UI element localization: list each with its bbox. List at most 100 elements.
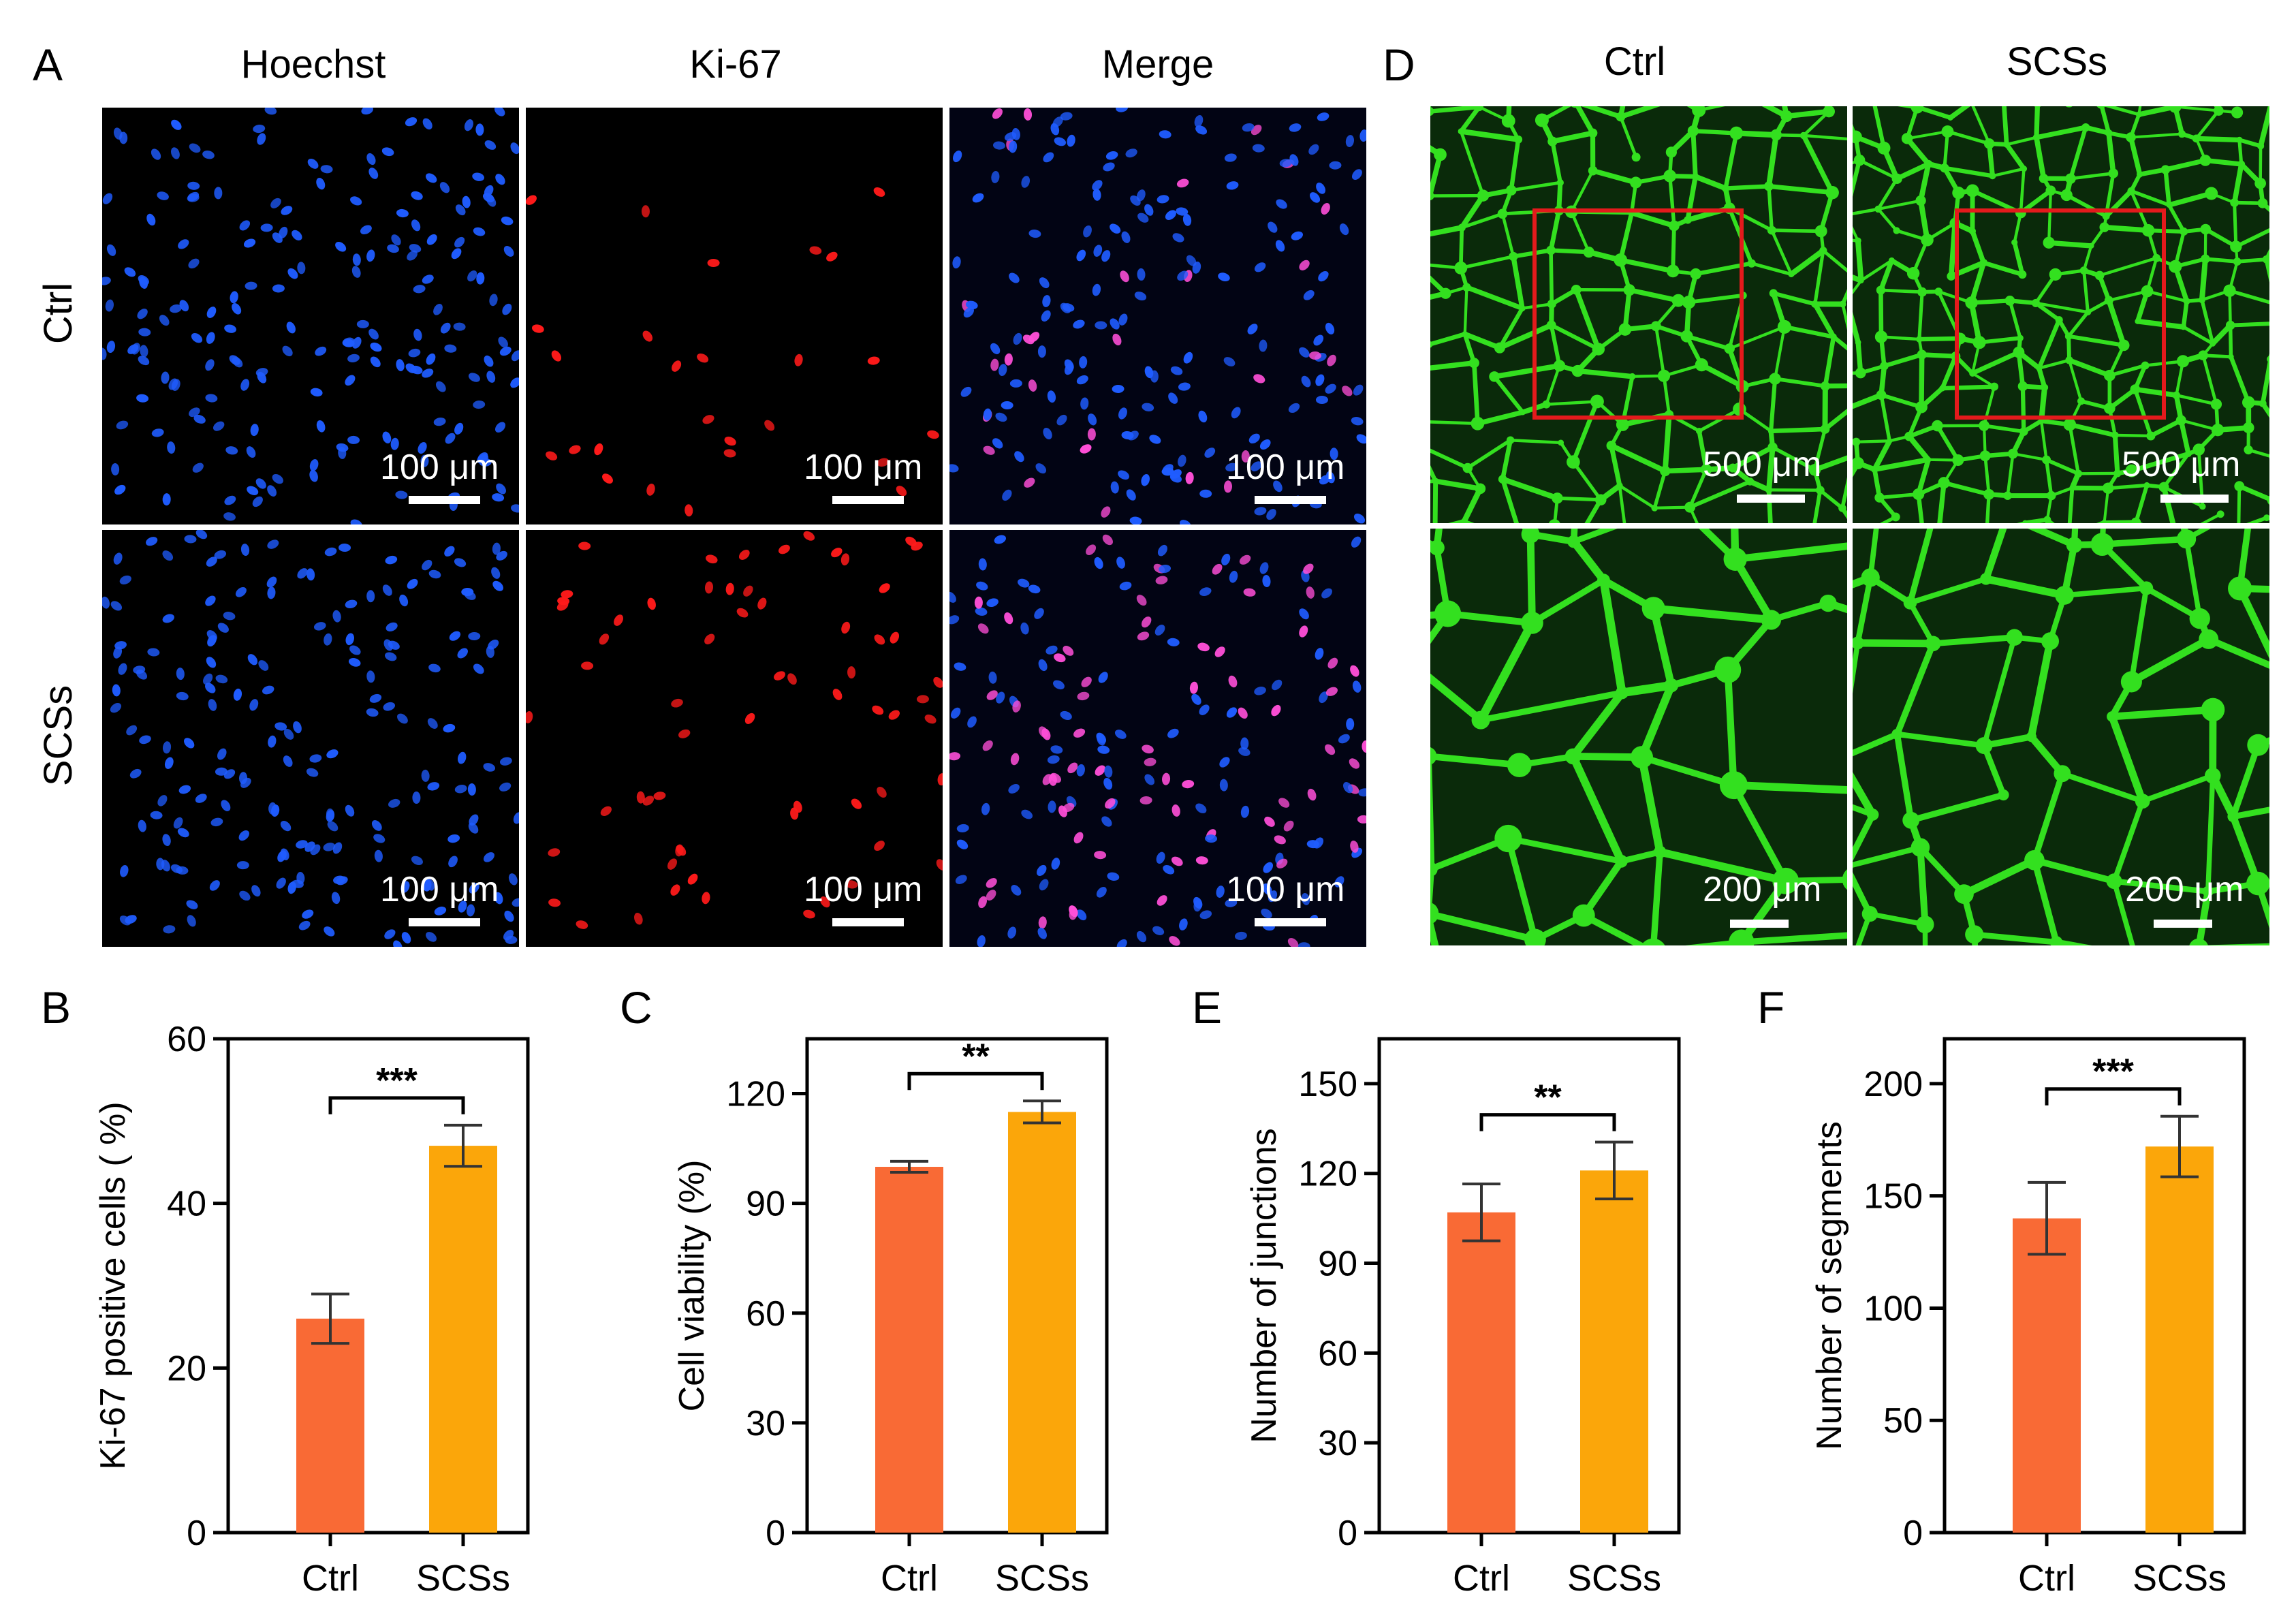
micrograph-image — [949, 108, 1366, 524]
chart-f: F 0 50 100 150 200 Number of segments Ctrl SCSs *… — [1757, 982, 2246, 1599]
plot-frame — [226, 1037, 530, 1535]
x-tick-label: SCSs — [416, 1558, 510, 1599]
bar-scss — [1008, 1112, 1076, 1533]
scale-bar — [409, 496, 480, 504]
scale-bar — [1255, 496, 1326, 504]
y-tick-label: 100 — [1863, 1289, 1923, 1328]
panel-letter-d: D — [1383, 40, 1415, 90]
micrograph-ki67-ctrl — [526, 108, 943, 524]
chart-b: B 0 20 40 60 Ki-67 positive cells ( %) Ctrl SCS… — [41, 982, 530, 1599]
significance-label: *** — [376, 1061, 418, 1101]
micrograph-image — [949, 530, 1366, 947]
micrograph-merge-ctrl — [949, 108, 1366, 524]
panel-letter-c: C — [620, 982, 652, 1033]
significance-bracket — [907, 1071, 1044, 1091]
micrograph-image — [526, 530, 943, 947]
y-axis-label: Ki-67 positive cells ( %) — [93, 1101, 133, 1469]
row-head-scss: SCSs — [36, 685, 80, 787]
micrograph-image — [526, 108, 943, 524]
y-tick-label: 120 — [726, 1075, 785, 1114]
col-head-ki67: Ki-67 — [689, 42, 782, 87]
bar-ctrl — [296, 1318, 364, 1533]
y-tick-label: 200 — [1863, 1065, 1923, 1104]
bar-ctrl — [1447, 1212, 1515, 1533]
scale-label: 100 μm — [380, 448, 499, 487]
y-tick-label: 0 — [1903, 1514, 1923, 1553]
y-tick-label: 0 — [1338, 1514, 1357, 1553]
zoom-region-box — [1532, 208, 1744, 420]
plot-frame — [805, 1037, 1109, 1535]
scale-label: 200 μm — [1703, 870, 1822, 909]
tube-formation-scss-overview — [1853, 106, 2269, 523]
micrograph-hoechst-scss — [102, 530, 519, 947]
micrograph-image — [1430, 529, 1847, 945]
scale-bar — [409, 918, 480, 926]
scale-label: 500 μm — [2122, 445, 2241, 484]
x-tick-label: SCSs — [1567, 1558, 1661, 1599]
micrograph-image — [1853, 529, 2269, 945]
y-tick-label: 120 — [1298, 1155, 1357, 1194]
x-tick-label: Ctrl — [1453, 1558, 1510, 1599]
significance-bracket — [328, 1096, 465, 1114]
scale-label: 100 μm — [804, 870, 923, 909]
scale-bar — [2160, 495, 2229, 503]
tube-formation-ctrl-overview — [1430, 106, 1847, 523]
y-tick-label: 60 — [746, 1294, 785, 1334]
col-head-merge: Merge — [1101, 42, 1214, 87]
bar-scss — [2145, 1146, 2214, 1533]
panel-letter-b: B — [41, 982, 71, 1033]
y-tick-label: 0 — [766, 1514, 785, 1553]
micrograph-image — [102, 530, 519, 947]
y-axis-label: Number of segments — [1810, 1121, 1849, 1450]
chart-c: C 0 30 60 90 120 Cell viability (%) Ctrl SCSs ** — [620, 982, 1109, 1599]
scale-label: 100 μm — [1226, 870, 1345, 909]
scale-bar — [1737, 495, 1805, 503]
micrograph-merge-scss — [949, 530, 1366, 947]
x-tick-label: Ctrl — [881, 1558, 938, 1599]
bar-ctrl — [875, 1166, 943, 1533]
x-tick-label: SCSs — [2133, 1558, 2227, 1599]
micrograph-hoechst-ctrl — [102, 108, 519, 524]
y-tick-label: 90 — [1318, 1244, 1357, 1284]
y-tick-label: 20 — [167, 1349, 206, 1388]
micrograph-image — [102, 108, 519, 524]
tube-formation-scss-zoom — [1853, 529, 2269, 945]
tube-formation-ctrl-zoom — [1430, 529, 1847, 945]
scale-label: 500 μm — [1703, 445, 1822, 484]
significance-bracket — [1479, 1113, 1616, 1131]
scale-bar — [832, 496, 904, 504]
x-tick-label: SCSs — [995, 1558, 1089, 1599]
x-tick-label: Ctrl — [2018, 1558, 2075, 1599]
scale-label: 100 μm — [1226, 448, 1345, 487]
significance-label: ** — [1534, 1078, 1562, 1118]
y-axis-label: Number of junctions — [1244, 1128, 1284, 1443]
scale-label: 200 μm — [2125, 870, 2244, 909]
scale-bar — [1255, 918, 1326, 926]
zoom-region-box — [1955, 208, 2166, 420]
significance-label: ** — [962, 1037, 990, 1076]
y-tick-label: 150 — [1863, 1177, 1923, 1217]
micrograph-image — [1430, 106, 1847, 523]
panel-letter-a: A — [33, 40, 63, 90]
y-tick-label: 30 — [1318, 1424, 1357, 1463]
plot-frame — [1943, 1037, 2246, 1535]
y-tick-label: 60 — [1318, 1334, 1357, 1373]
y-tick-label: 0 — [187, 1514, 206, 1553]
col-head-scss: SCSs — [2006, 40, 2108, 84]
scale-bar — [1730, 920, 1789, 928]
bar-ctrl — [2013, 1218, 2081, 1533]
y-tick-label: 50 — [1883, 1401, 1923, 1441]
scale-label: 100 μm — [804, 448, 923, 487]
y-axis-label: Cell viability (%) — [672, 1160, 712, 1412]
panel-letter-f: F — [1757, 982, 1784, 1033]
micrograph-image — [1853, 106, 2269, 523]
scale-bar — [2154, 920, 2212, 928]
y-tick-label: 30 — [746, 1404, 785, 1443]
y-tick-label: 150 — [1298, 1065, 1357, 1104]
significance-label: *** — [2092, 1052, 2134, 1092]
scale-bar — [832, 918, 904, 926]
chart-e: E 0 30 60 90 120 150 Number of junctions Ctrl SCS… — [1192, 982, 1681, 1599]
panel-letter-e: E — [1192, 982, 1222, 1033]
significance-bracket — [2045, 1087, 2182, 1106]
bar-scss — [429, 1146, 497, 1533]
